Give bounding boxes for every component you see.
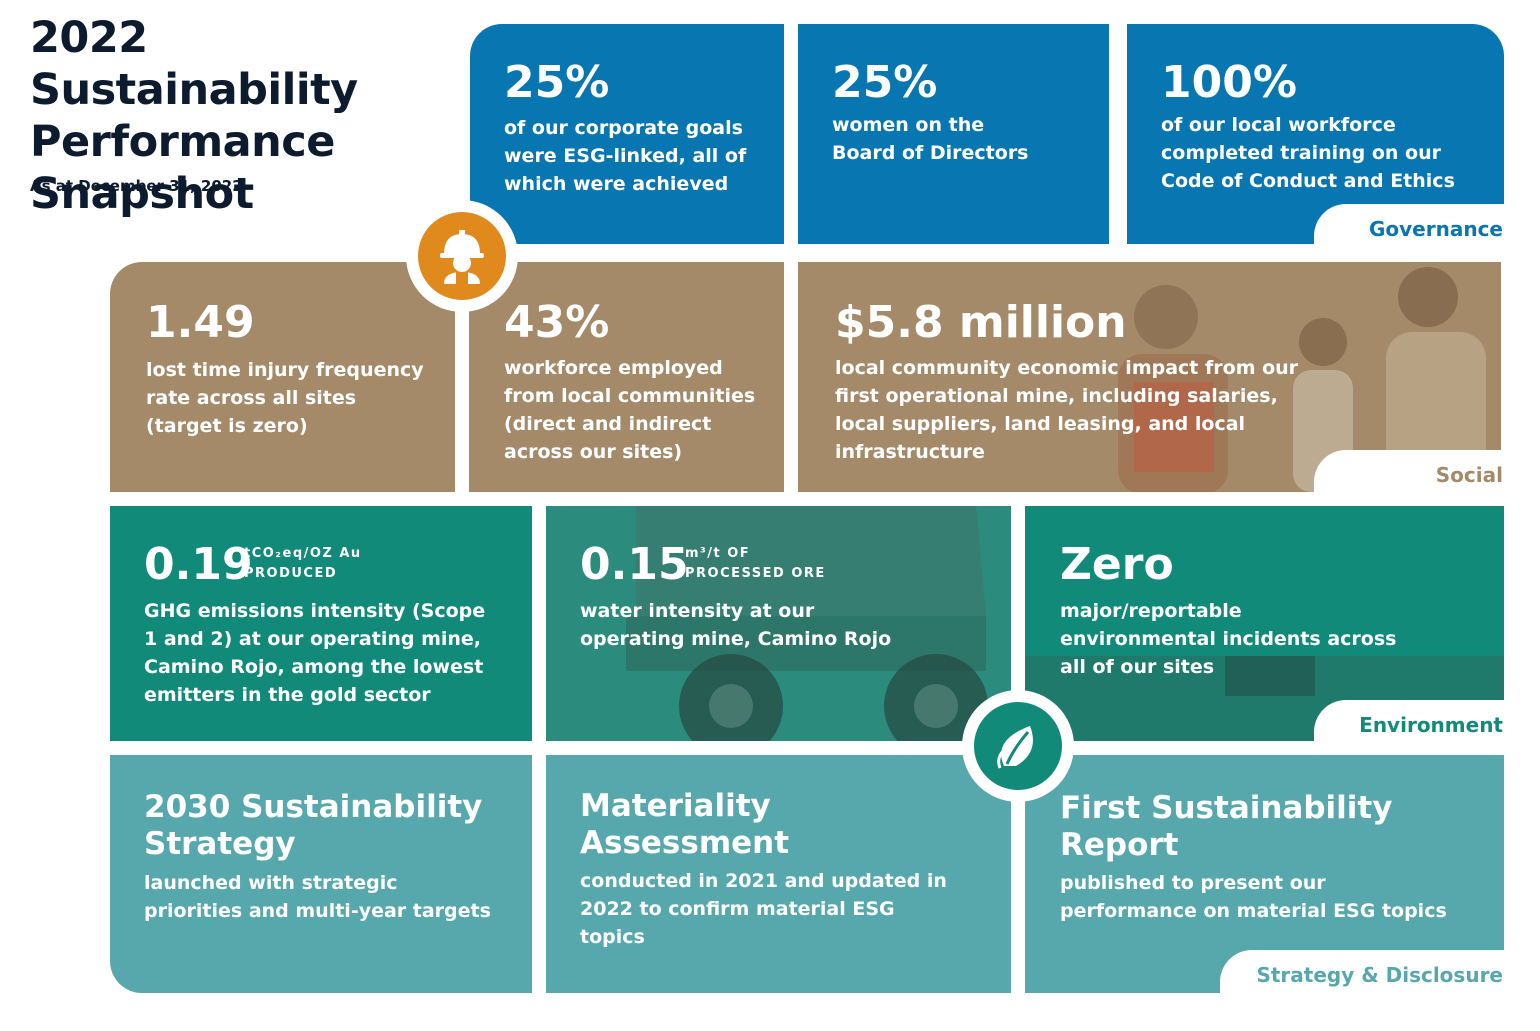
strategy-title: Materiality Assessment xyxy=(580,788,790,861)
stat-description: GHG emissions intensity (Scope 1 and 2) … xyxy=(144,600,486,706)
page-title: 2022 Sustainability Performance Snapshot xyxy=(30,13,358,219)
stat-value: 100% xyxy=(1161,57,1297,108)
strategy-title: 2030 Sustainability Strategy xyxy=(144,789,483,862)
stat-unit: tCO₂eq/OZ Au xyxy=(244,546,362,561)
stat-description: local community economic impact from our… xyxy=(835,357,1299,463)
environment-card-incidents: Zero major/reportable environmental inci… xyxy=(1025,506,1504,741)
stat-value: 43% xyxy=(504,297,610,348)
stat-value: 25% xyxy=(504,57,610,108)
section-label-social: Social xyxy=(1314,450,1509,494)
haul-truck-photo-image xyxy=(546,506,1011,741)
strategy-title: First Sustainability Report xyxy=(1060,790,1393,863)
mine-site-photo-image xyxy=(1025,656,1504,741)
social-card-local-workforce: 43% workforce employed from local commun… xyxy=(469,262,784,492)
stat-value: 25% xyxy=(832,57,938,108)
stat-description: women on the Board of Directors xyxy=(832,114,1029,164)
stat-unit: PROCESSED ORE xyxy=(685,566,826,581)
environment-badge xyxy=(962,690,1074,802)
stat-description: workforce employed from local communitie… xyxy=(504,357,756,463)
stat-description: of our corporate goals were ESG-linked, … xyxy=(504,117,747,195)
strategy-description: launched with strategic priorities and m… xyxy=(144,872,491,922)
stat-description: lost time injury frequency rate across a… xyxy=(146,359,424,437)
stat-unit: m³/t OF xyxy=(685,546,751,561)
stat-value: $5.8 million xyxy=(835,297,1127,348)
section-label-strategy: Strategy & Disclosure xyxy=(1220,950,1509,1000)
section-label-environment: Environment xyxy=(1314,700,1509,744)
stat-unit: PRODUCED xyxy=(244,566,338,581)
stat-description: water intensity at our operating mine, C… xyxy=(580,600,892,650)
stat-description: of our local workforce completed trainin… xyxy=(1161,114,1455,192)
environment-card-ghg: 0.19 tCO₂eq/OZ Au PRODUCED GHG emissions… xyxy=(110,506,532,741)
strategy-card-2030: 2030 Sustainability Strategy launched wi… xyxy=(110,755,532,993)
strategy-card-materiality: Materiality Assessment conducted in 2021… xyxy=(546,755,1011,993)
stat-value: Zero xyxy=(1060,539,1174,590)
governance-card-board: 25% women on the Board of Directors xyxy=(798,24,1109,244)
stat-value: 1.49 xyxy=(146,297,255,348)
strategy-description: published to present our performance on … xyxy=(1060,872,1447,922)
stat-value: 0.19 xyxy=(144,539,253,590)
strategy-description: conducted in 2021 and updated in 2022 to… xyxy=(580,870,947,948)
social-card-ltifr: 1.49 lost time injury frequency rate acr… xyxy=(110,262,455,492)
environment-card-water: 0.15 m³/t OF PROCESSED ORE water intensi… xyxy=(546,506,1011,741)
stat-description: major/reportable environmental incidents… xyxy=(1060,600,1397,678)
section-label-governance: Governance xyxy=(1314,204,1509,248)
worker-hardhat-icon xyxy=(440,230,484,284)
social-badge xyxy=(406,200,518,312)
leaf-icon xyxy=(997,726,1033,769)
governance-card-goals: 25% of our corporate goals were ESG-link… xyxy=(470,24,784,244)
date-subtitle: As at December 31, 2022 xyxy=(30,177,243,195)
stat-value: 0.15 xyxy=(580,539,689,590)
